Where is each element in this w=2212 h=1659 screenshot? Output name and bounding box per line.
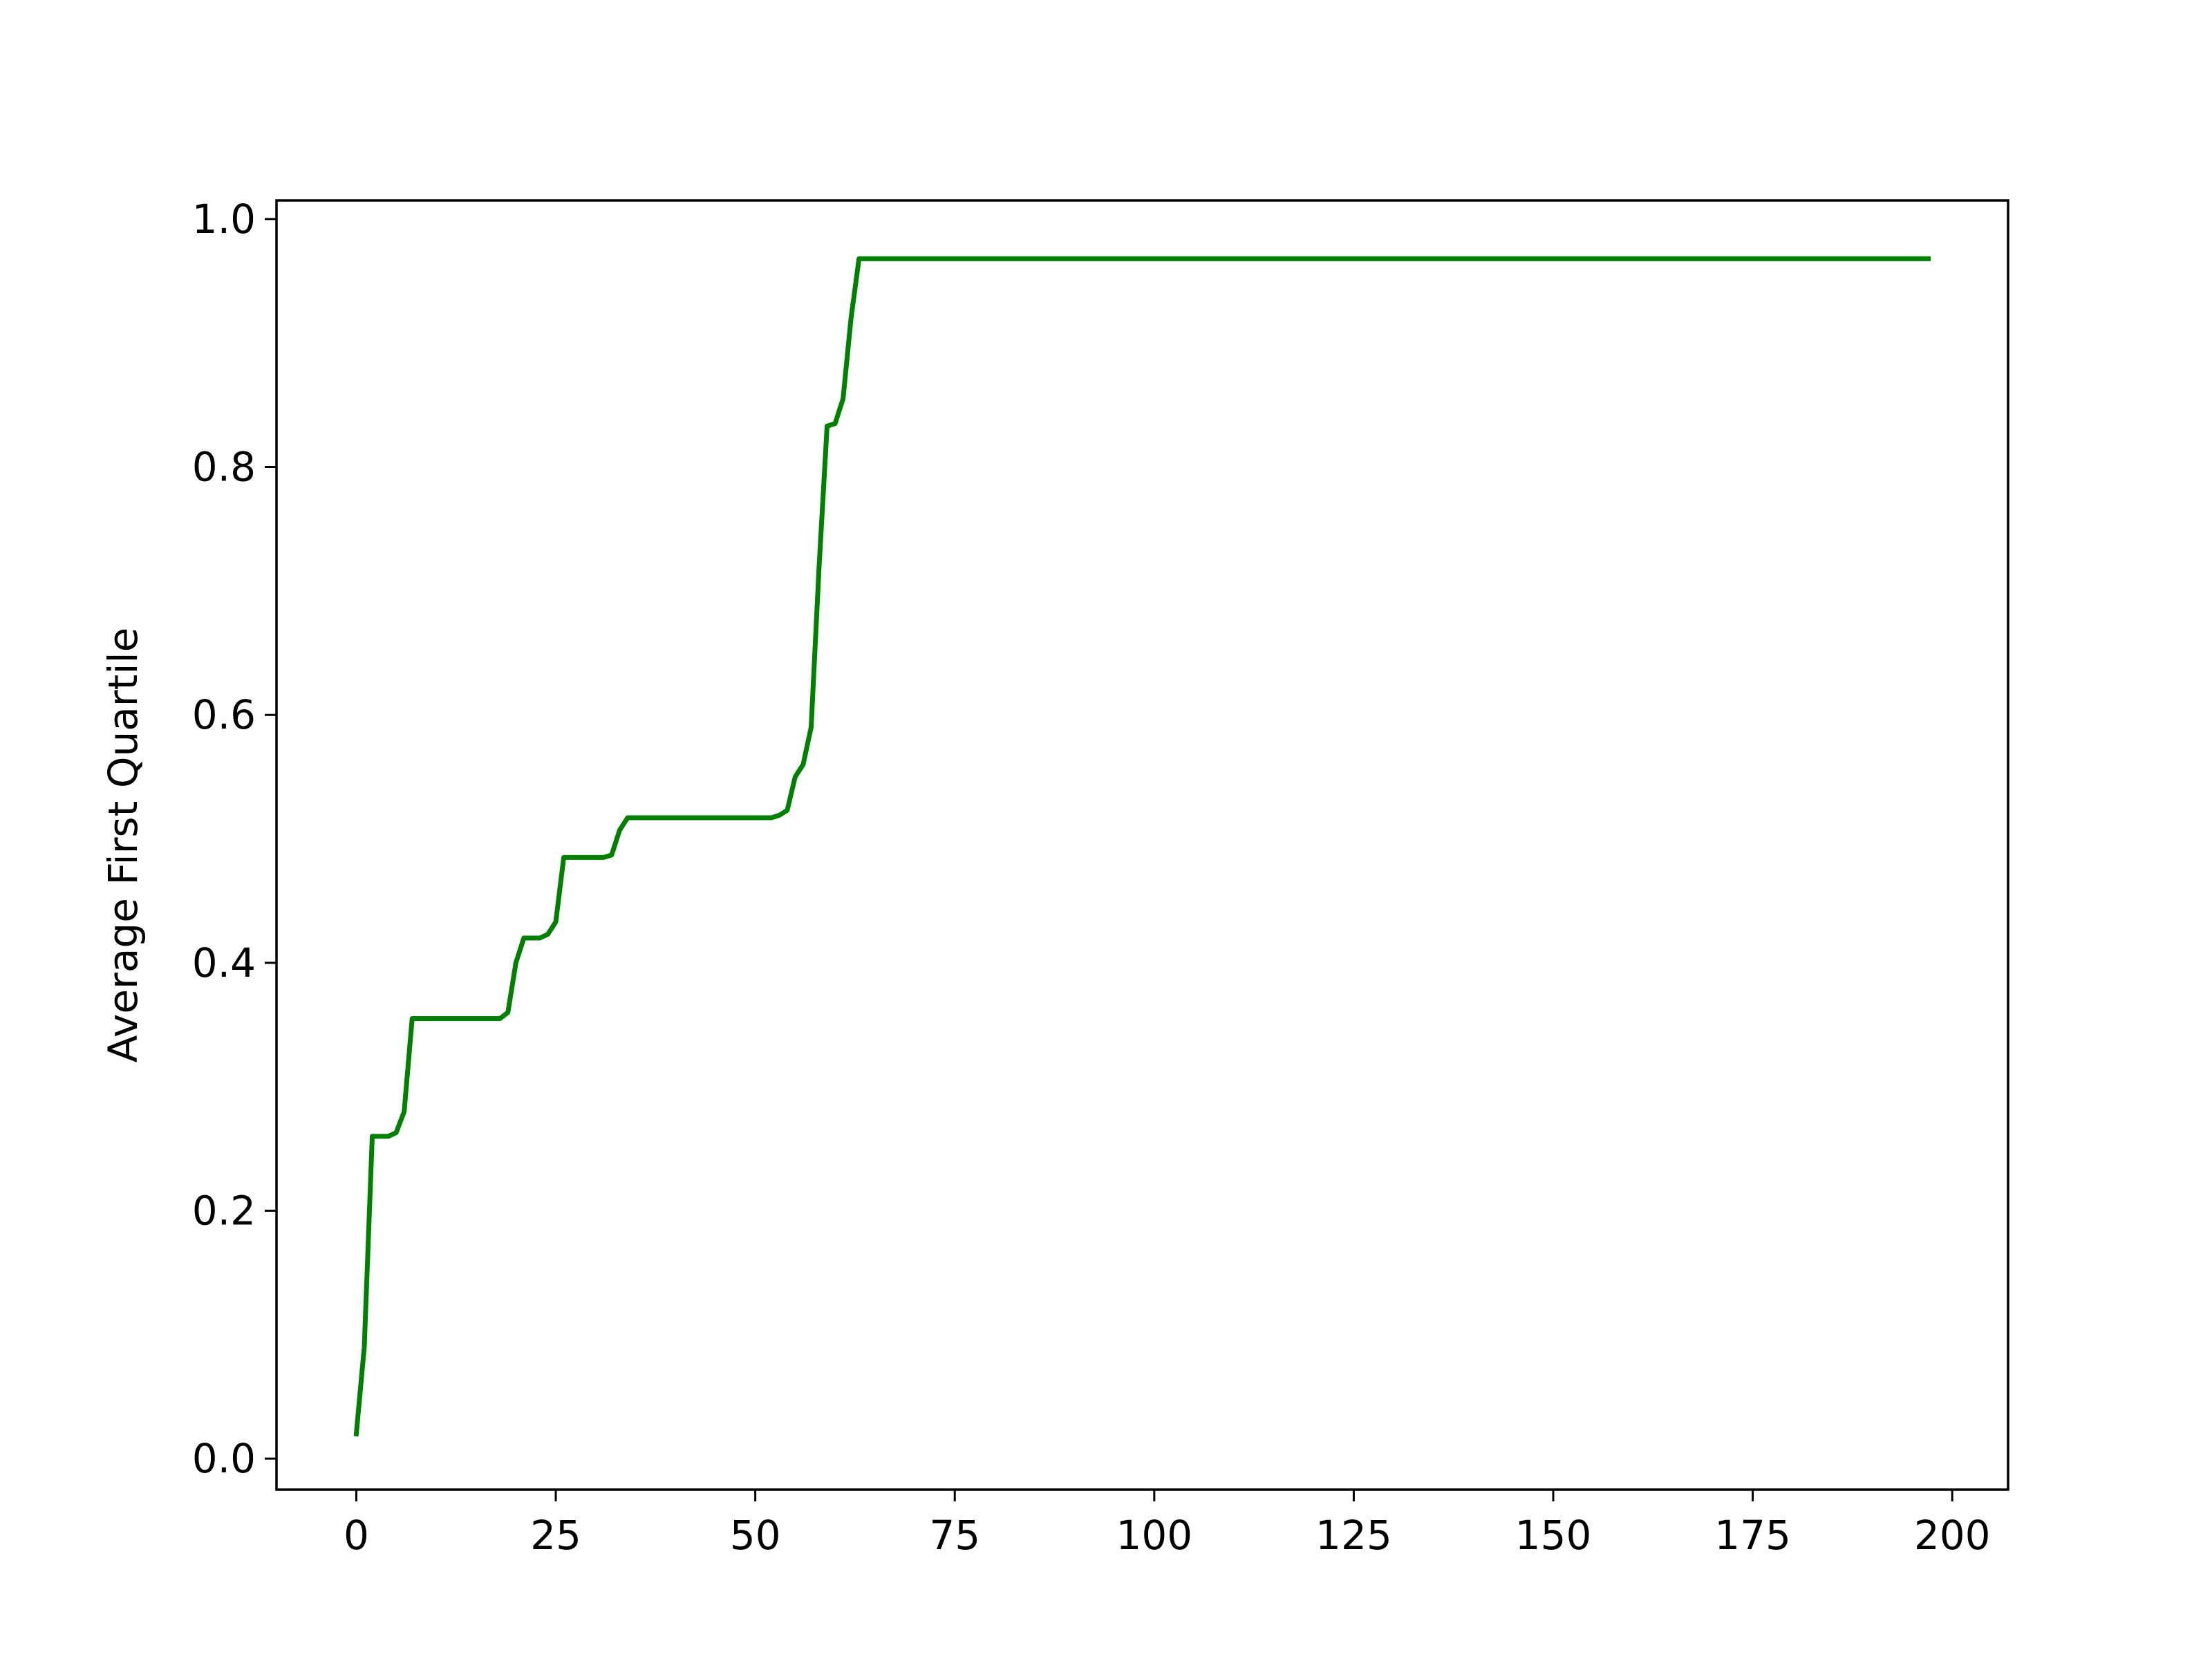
x-tick-label: 175: [1714, 1512, 1791, 1559]
y-tick-label: 0.4: [192, 939, 256, 986]
x-tick-label: 125: [1315, 1512, 1392, 1559]
y-tick-label: 0.2: [192, 1188, 256, 1235]
x-tick-label: 75: [929, 1512, 980, 1559]
x-tick-label: 150: [1515, 1512, 1592, 1559]
y-axis-label: Average First Quartile: [100, 628, 147, 1063]
y-tick-label: 1.0: [192, 196, 256, 243]
x-axis: 0 25 50 75 100 125 150 175 200: [344, 1490, 1991, 1559]
x-tick-label: 200: [1914, 1512, 1991, 1559]
y-axis: 0.0 0.2 0.4 0.6 0.8 1.0: [192, 196, 276, 1482]
y-tick-label: 0.0: [192, 1435, 256, 1482]
series-line-0: [353, 256, 1931, 1437]
plot-area: [353, 256, 1931, 1437]
x-tick-label: 0: [344, 1512, 369, 1559]
y-tick-label: 0.8: [192, 444, 256, 491]
x-tick-label: 50: [730, 1512, 781, 1559]
axes-frame: [275, 199, 2009, 1491]
y-tick-label: 0.6: [192, 691, 256, 738]
x-tick-label: 100: [1116, 1512, 1192, 1559]
x-tick-label: 25: [530, 1512, 581, 1559]
